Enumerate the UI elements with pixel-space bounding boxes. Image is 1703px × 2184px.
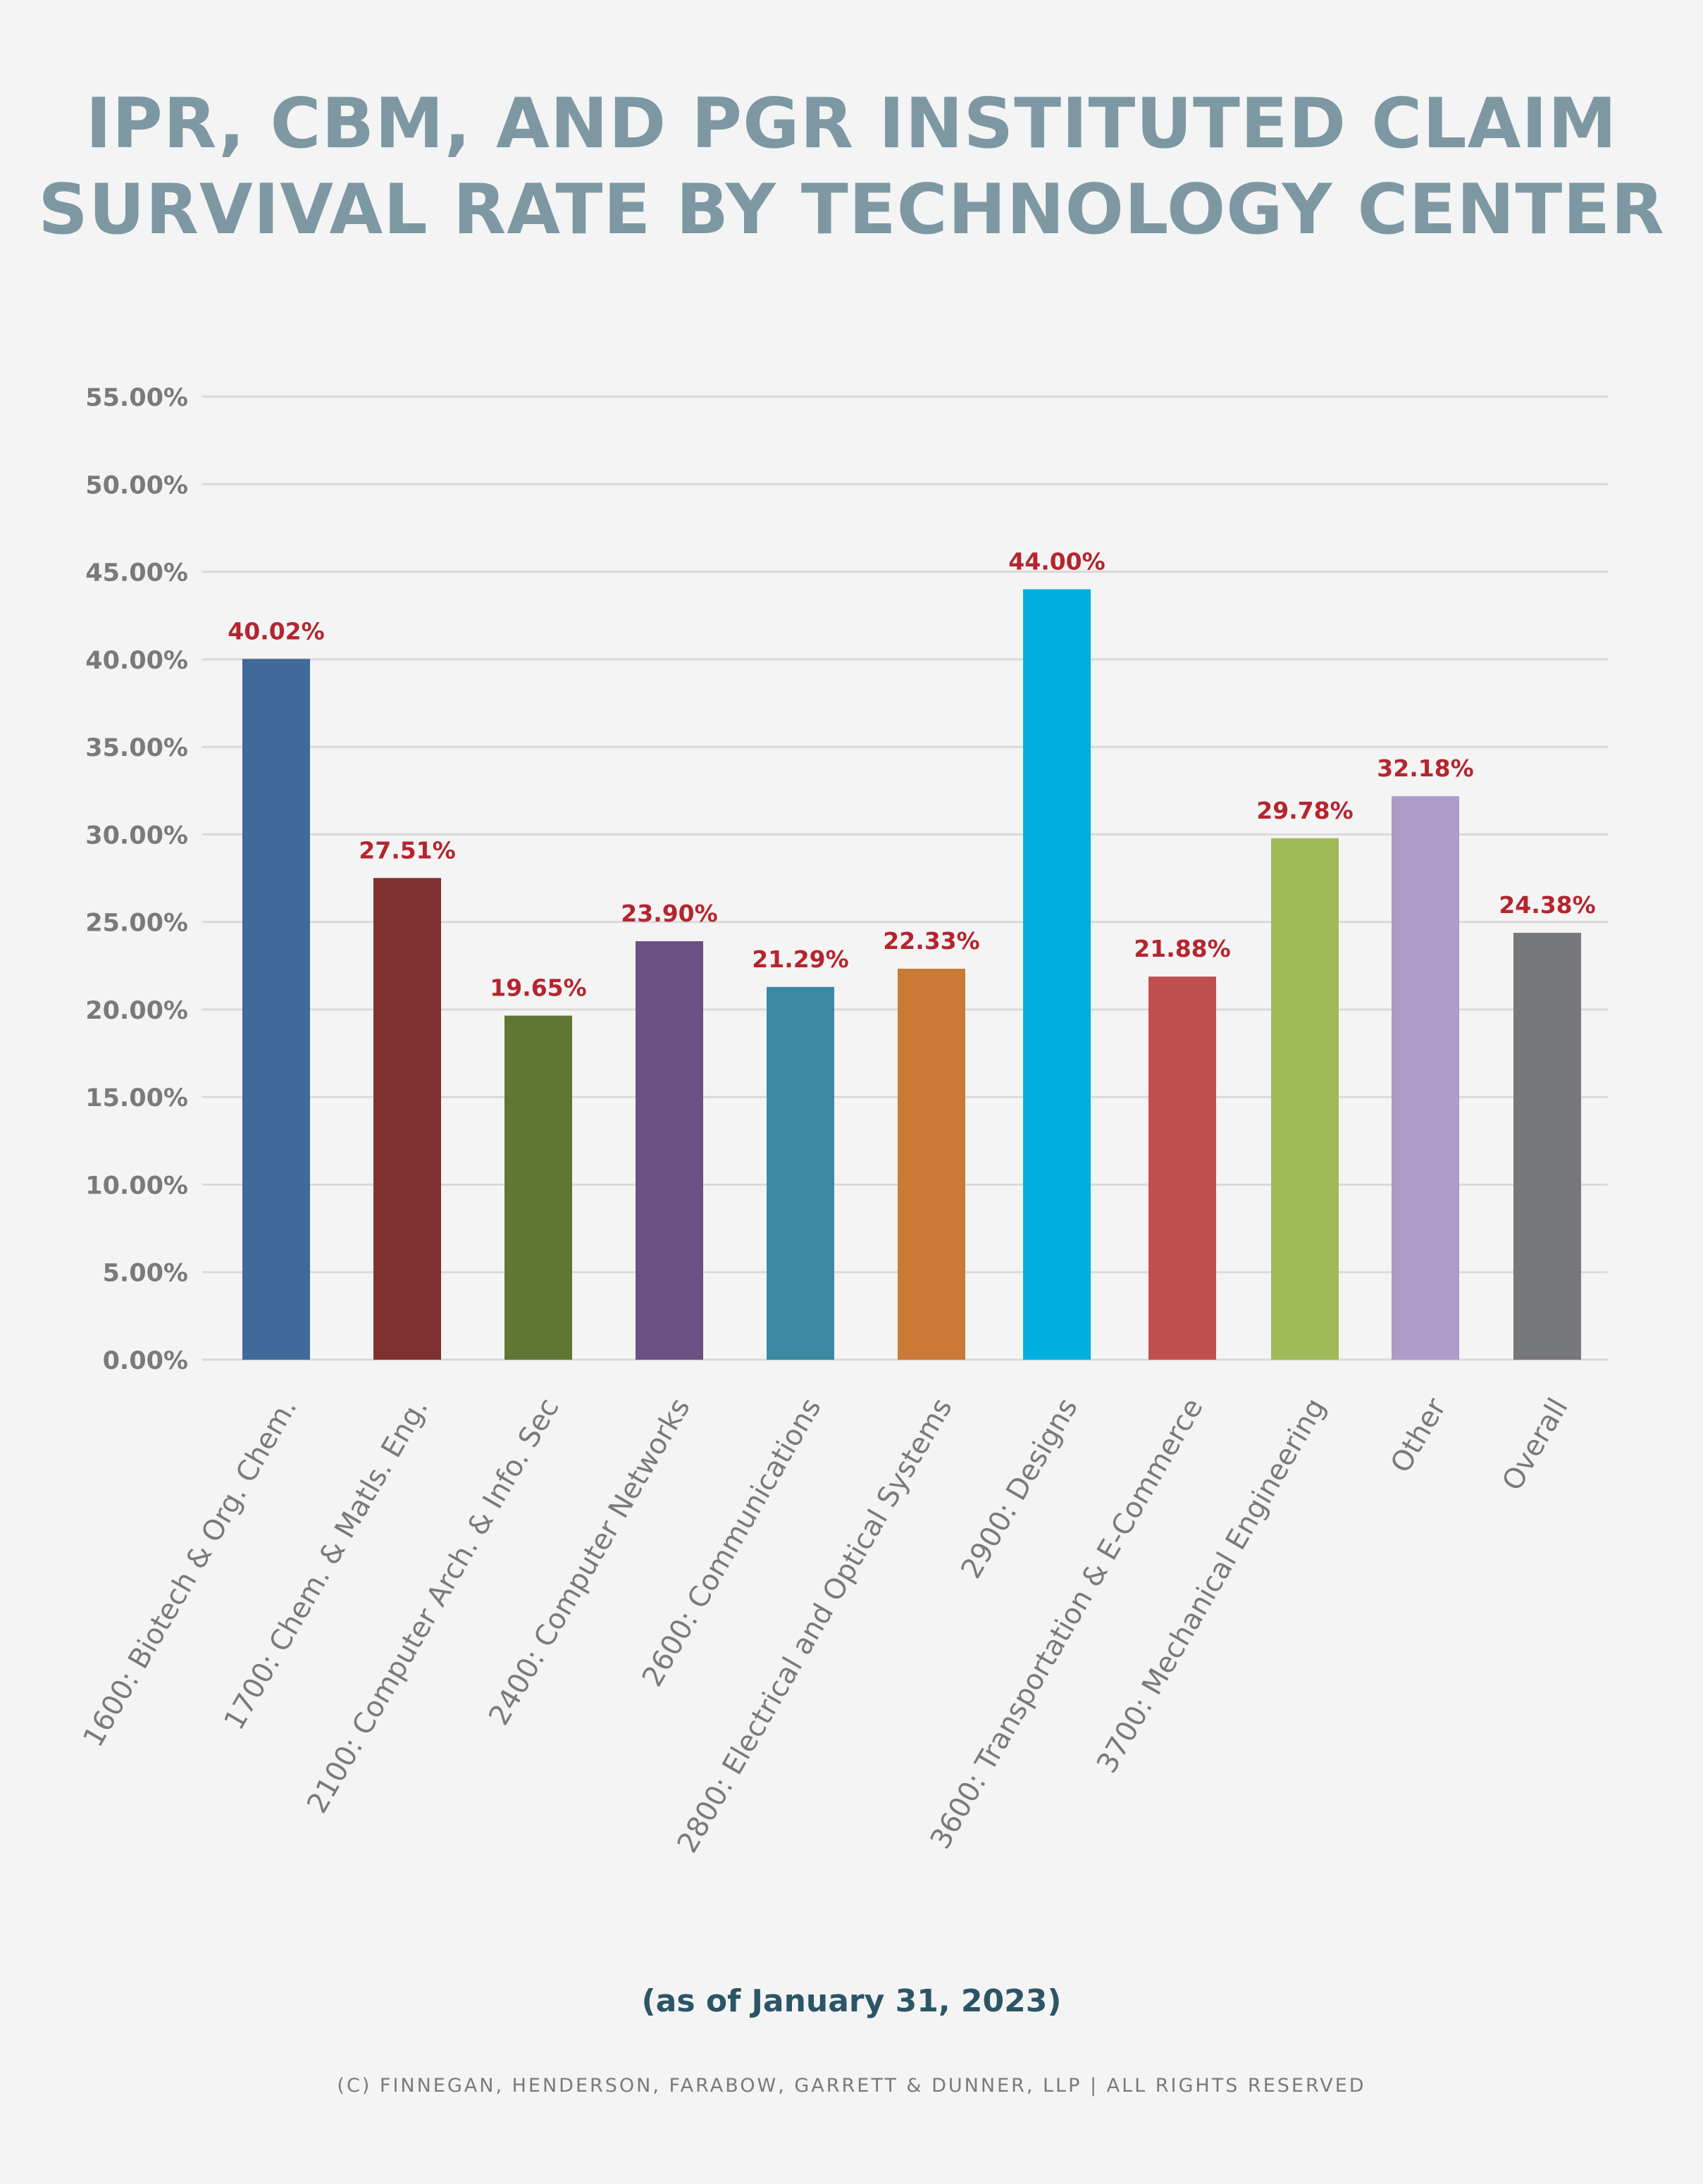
title-line-2: SURVIVAL RATE BY TECHNOLOGY CENTER: [38, 170, 1665, 250]
data-label: 21.29%: [752, 945, 848, 973]
y-tick-label: 45.00%: [85, 559, 188, 588]
y-tick-label: 20.00%: [85, 997, 188, 1025]
chart-title: IPR, CBM, AND PGR INSTITUTED CLAIM SURVI…: [0, 81, 1703, 253]
bar: [1023, 589, 1091, 1360]
y-tick-label: 0.00%: [103, 1347, 188, 1375]
data-label: 21.88%: [1134, 935, 1230, 962]
data-label: 23.90%: [621, 900, 717, 927]
y-tick-label: 25.00%: [85, 910, 188, 938]
data-label: 24.38%: [1499, 891, 1595, 919]
y-tick-label: 10.00%: [85, 1172, 188, 1200]
bar-chart: 0.00% 5.00% 10.00% 15.00% 20.00% 25.00% 30.00%…: [77, 384, 1608, 1859]
bar: [504, 1015, 572, 1360]
bar: [373, 878, 441, 1360]
x-tick-label: 2800: Electrical and Optical Systems: [671, 1393, 959, 1859]
x-tick-label: 3700: Mechanical Engineering: [1091, 1393, 1332, 1779]
x-tick-label: Overall: [1496, 1393, 1574, 1496]
bar: [1148, 976, 1216, 1360]
bar: [636, 941, 703, 1360]
x-tick-label: 2100: Computer Arch. & Info. Sec: [301, 1393, 566, 1819]
x-tick-label: 2900: Designs: [955, 1393, 1084, 1584]
bar: [1513, 933, 1581, 1360]
bar: [1271, 838, 1339, 1360]
bar: [898, 968, 965, 1360]
title-line-1: IPR, CBM, AND PGR INSTITUTED CLAIM: [85, 84, 1618, 164]
x-tick-label: 1600: Biotech & Org. Chem.: [77, 1393, 303, 1752]
data-label: 22.33%: [883, 927, 979, 955]
data-label: 27.51%: [359, 836, 455, 864]
x-tick-label: 3600: Transportation & E-Commerce: [924, 1393, 1210, 1854]
data-label: 44.00%: [1008, 547, 1105, 575]
data-label: 40.02%: [228, 617, 324, 645]
y-tick-label: 35.00%: [85, 734, 188, 762]
y-tick-label: 5.00%: [103, 1260, 188, 1288]
y-tick-label: 50.00%: [85, 471, 188, 500]
x-tick-label: Other: [1385, 1393, 1453, 1479]
copyright-footer: (c) Finnegan, Henderson, Farabow, Garret…: [337, 2075, 1366, 2097]
chart-subtitle: (as of January 31, 2023): [641, 1983, 1062, 2019]
data-label: 19.65%: [490, 974, 586, 1002]
y-tick-label: 55.00%: [85, 384, 188, 412]
bar: [242, 659, 310, 1360]
data-label: 29.78%: [1256, 797, 1353, 824]
bar: [1392, 796, 1459, 1360]
data-label: 32.18%: [1377, 755, 1473, 782]
y-tick-label: 15.00%: [85, 1084, 188, 1112]
y-tick-label: 30.00%: [85, 821, 188, 850]
bar: [767, 986, 834, 1360]
y-tick-label: 40.00%: [85, 647, 188, 675]
